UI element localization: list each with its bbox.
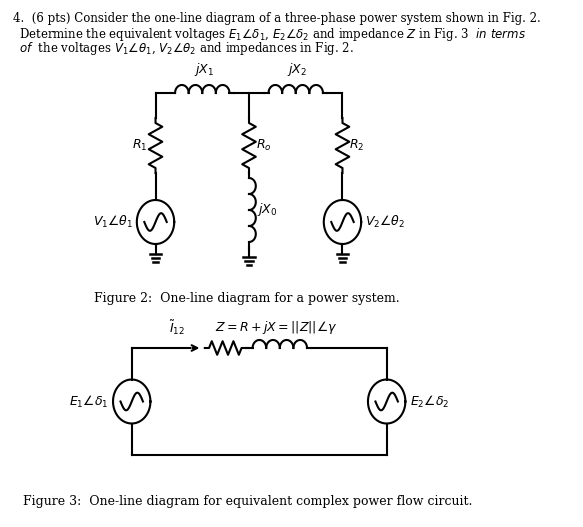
Text: $V_2\angle\theta_2$: $V_2\angle\theta_2$ (366, 214, 405, 230)
Text: $jX_1$: $jX_1$ (194, 61, 214, 78)
Text: $jX_0$: $jX_0$ (258, 201, 278, 219)
Text: 4.  (6 pts) Consider the one-line diagram of a three-phase power system shown in: 4. (6 pts) Consider the one-line diagram… (13, 12, 540, 25)
Text: $R_o$: $R_o$ (256, 138, 272, 152)
Text: $\it{of}$  the voltages $V_1\angle\theta_1$, $V_2\angle\theta_2$ and impedances : $\it{of}$ the voltages $V_1\angle\theta_… (19, 40, 354, 57)
Text: $E_2\angle\delta_2$: $E_2\angle\delta_2$ (410, 394, 449, 409)
Text: $Z = R + jX = ||Z||\angle\gamma$: $Z = R + jX = ||Z||\angle\gamma$ (215, 319, 337, 337)
Text: Figure 3:  One-line diagram for equivalent complex power flow circuit.: Figure 3: One-line diagram for equivalen… (23, 495, 472, 508)
Text: $\tilde{I}_{12}$: $\tilde{I}_{12}$ (169, 319, 185, 337)
Text: Figure 2:  One-line diagram for a power system.: Figure 2: One-line diagram for a power s… (94, 292, 400, 305)
Text: $R_2$: $R_2$ (349, 138, 364, 152)
Text: $R_1$: $R_1$ (132, 138, 147, 152)
Text: Determine the equivalent voltages $E_1\angle\delta_1$, $E_2\angle\delta_2$ and i: Determine the equivalent voltages $E_1\a… (19, 26, 526, 43)
Text: $jX_2$: $jX_2$ (287, 61, 307, 78)
Text: $V_1\angle\theta_1$: $V_1\angle\theta_1$ (93, 214, 132, 230)
Text: $E_1\angle\delta_1$: $E_1\angle\delta_1$ (69, 394, 109, 409)
